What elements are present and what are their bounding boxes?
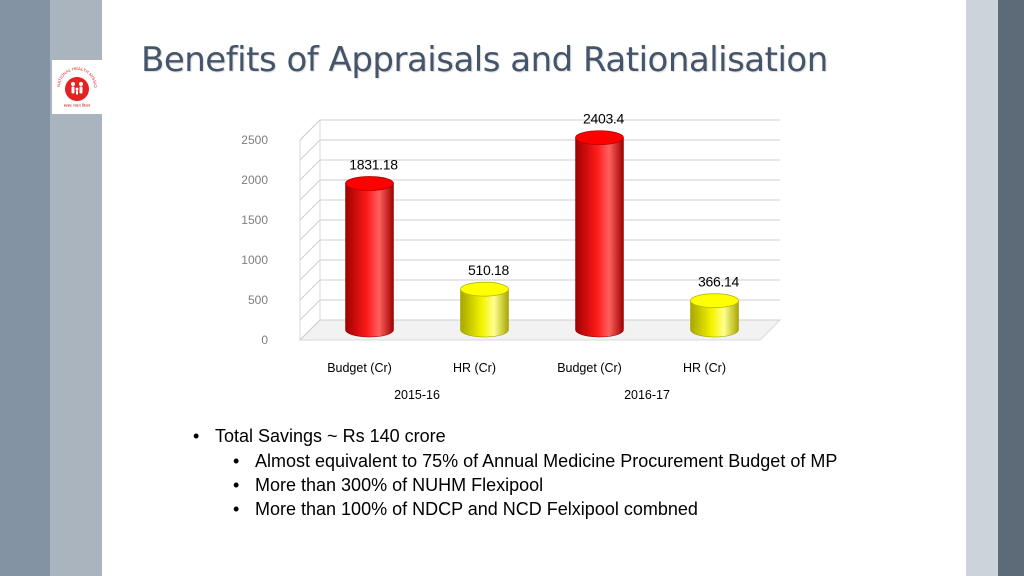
sub-bullet: • More than 300% of NUHM Flexipool: [233, 475, 837, 496]
gridline: [299, 319, 780, 341]
y-tick-label: 1500: [241, 213, 268, 227]
sub-bullet-text: Almost equivalent to 75% of Annual Medic…: [255, 451, 838, 471]
bullet-dot: •: [233, 499, 240, 519]
sub-bullet: • Almost equivalent to 75% of Annual Medi…: [233, 451, 837, 472]
y-tick-label: 0: [261, 333, 268, 347]
gridline: [299, 119, 780, 141]
budget-bar: [345, 176, 394, 338]
data-label: 2403.4: [583, 111, 625, 127]
slide-title: Benefits of Appraisals and Rationalisati…: [141, 40, 828, 80]
bullet-list: • Total Savings ~ Rs 140 crore • Almost eq…: [193, 426, 837, 523]
bar-chart: 0 500 1000 1500 2000 2500 1831.18 Budget (Cr) 51…: [241, 111, 782, 402]
sub-bullet: • More than 100% of NDCP and NCD Felxipoo…: [233, 499, 837, 520]
gridline: [299, 219, 780, 241]
gridline: [299, 159, 780, 181]
gridline: [299, 239, 780, 261]
nhm-logo-icon: NATIONAL HEALTH MISSION स्वस्थ भारत मिशन: [54, 62, 98, 108]
y-tick-label: 2500: [241, 133, 268, 147]
data-label: 510.18: [468, 262, 510, 278]
hr-bar: [690, 293, 739, 338]
y-tick-label: 2000: [241, 173, 268, 187]
y-tick-label: 500: [248, 293, 268, 307]
hr-bar: [460, 281, 509, 338]
data-label: 366.14: [698, 274, 740, 290]
x-group-label: 2016-17: [624, 388, 670, 402]
x-category-label: Budget (Cr): [327, 361, 392, 375]
bullet-dot: •: [233, 475, 240, 495]
y-tick-label: 1000: [241, 253, 268, 267]
right-decor-strip-light: [966, 0, 998, 576]
bullet-main: • Total Savings ~ Rs 140 crore: [193, 426, 837, 447]
bullet-dot: •: [193, 426, 200, 446]
budget-bar: [575, 130, 624, 338]
bullet-dot: •: [233, 451, 240, 471]
bullet-main-text: Total Savings ~ Rs 140 crore: [215, 426, 446, 446]
gridline: [299, 179, 780, 201]
x-group-label: 2015-16: [394, 388, 440, 402]
gridline: [299, 299, 780, 321]
sub-bullet-text: More than 100% of NDCP and NCD Felxipool…: [255, 499, 698, 519]
nhm-logo: NATIONAL HEALTH MISSION स्वस्थ भारत मिशन: [52, 60, 102, 114]
x-category-label: HR (Cr): [683, 361, 726, 375]
gridline: [299, 199, 780, 221]
gridline: [299, 259, 780, 281]
gridline: [299, 139, 780, 161]
sub-bullet-text: More than 300% of NUHM Flexipool: [255, 475, 544, 495]
x-category-label: HR (Cr): [453, 361, 496, 375]
logo-caption: स्वस्थ भारत मिशन: [64, 103, 91, 108]
data-label: 1831.18: [349, 157, 398, 173]
left-decor-strip: [0, 0, 50, 576]
gridline: [299, 279, 780, 301]
x-category-label: Budget (Cr): [557, 361, 622, 375]
right-decor-strip: [998, 0, 1024, 576]
